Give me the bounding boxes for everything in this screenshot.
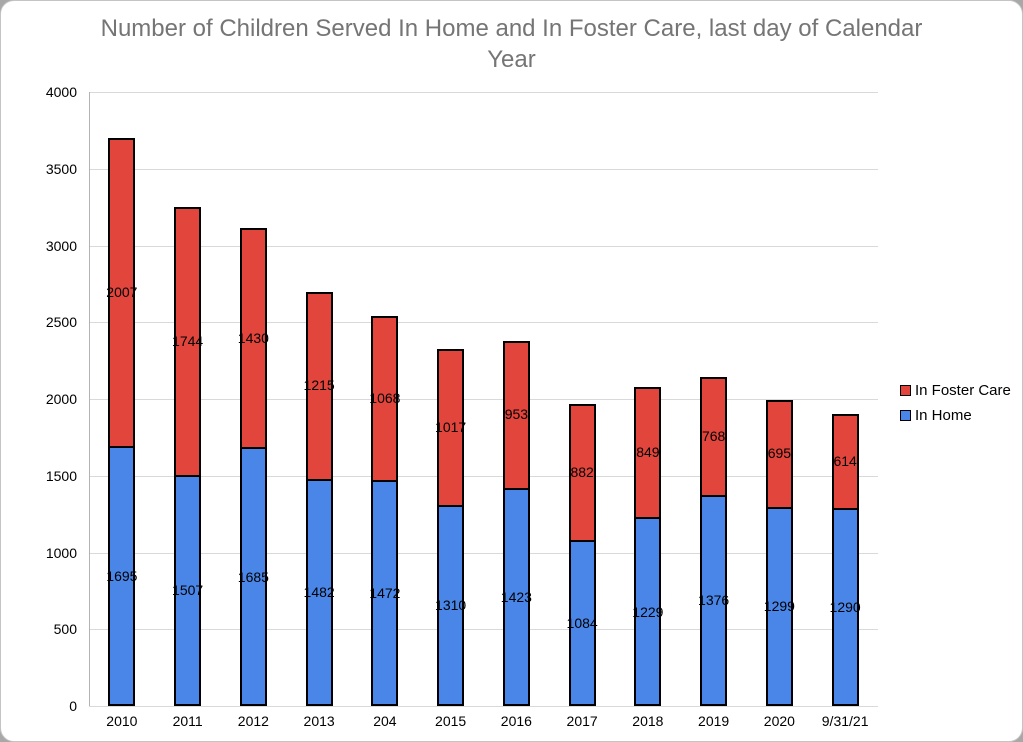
x-tick-label: 2019 — [698, 713, 730, 729]
bar-value-label-in-foster-care: 1430 — [237, 329, 269, 346]
bar-segment-in-foster-care — [371, 316, 399, 481]
x-tick-label: 2012 — [237, 713, 269, 729]
bar-value-label-in-home: 1423 — [500, 588, 532, 605]
y-tick-label: 1000 — [45, 544, 77, 561]
gridline — [89, 92, 878, 93]
bar-segment-in-foster-care — [174, 206, 202, 475]
bar-segment-in-home — [239, 447, 267, 706]
bar-segment-in-home — [568, 539, 596, 706]
y-tick-label: 1500 — [45, 467, 77, 484]
gridline — [89, 475, 878, 477]
gridline — [89, 629, 878, 631]
legend-swatch-in-home-icon — [900, 409, 911, 421]
x-tick-label: 2017 — [566, 713, 598, 729]
bar-segment-in-home — [174, 474, 202, 706]
bar-value-label-in-home: 1472 — [369, 585, 401, 602]
y-tick-label: 500 — [53, 621, 77, 638]
x-tick-label: 2020 — [763, 713, 795, 729]
bar-value-label-in-home: 1310 — [435, 597, 467, 614]
y-tick-label: 2000 — [45, 391, 77, 407]
x-tick-label: 2010 — [106, 713, 138, 729]
bar-value-label-in-foster-care: 614 — [833, 452, 857, 469]
bar-segment-in-foster-care — [239, 227, 267, 448]
bar-value-label-in-foster-care: 695 — [767, 445, 792, 462]
gridline — [89, 245, 878, 247]
bar-segment-in-foster-care — [108, 137, 136, 446]
bar-segment-in-home — [305, 478, 333, 706]
bar-segment-in-foster-care — [831, 413, 859, 508]
bar-segment-in-home — [371, 480, 399, 706]
legend-label-in-foster-care: In Foster Care — [915, 381, 1011, 399]
bar-segment-in-home — [634, 517, 662, 706]
legend-item-in-home: In Home — [900, 404, 1011, 426]
y-tick-label: 4000 — [45, 84, 77, 100]
legend-swatch-in-foster-care-icon — [900, 384, 911, 396]
y-tick-label: 2500 — [45, 314, 77, 331]
chart-title-text: Number of Children Served In Home and In… — [100, 15, 923, 73]
bar-segment-in-home — [108, 445, 136, 706]
bar-value-label-in-foster-care: 1017 — [435, 418, 467, 435]
bar-value-label-in-home: 1695 — [106, 567, 138, 584]
bar-value-label-in-home: 1229 — [632, 603, 664, 620]
bar-segment-in-home — [831, 507, 859, 706]
bar-value-label-in-foster-care: 1215 — [303, 377, 335, 394]
x-tick-label: 2015 — [435, 713, 467, 729]
gridline — [89, 322, 878, 324]
bar-segment-in-foster-care — [634, 387, 662, 518]
bar-segment-in-home — [700, 494, 728, 706]
bar-value-label-in-foster-care: 953 — [504, 406, 529, 423]
bar-segment-in-foster-care — [765, 399, 793, 507]
bar-segment-in-foster-care — [437, 348, 465, 505]
gridline — [89, 399, 878, 400]
bar-segment-in-home — [765, 506, 793, 706]
bar-value-label-in-home: 1299 — [763, 598, 795, 615]
bar-segment-in-foster-care — [305, 292, 333, 479]
bar-value-label-in-home: 1685 — [237, 568, 269, 585]
bar-value-label-in-home: 1376 — [698, 592, 730, 609]
y-axis-line — [89, 92, 90, 706]
x-tick-label: 2011 — [172, 713, 203, 729]
bar-segment-in-home — [502, 487, 530, 706]
x-tick-label: 204 — [373, 713, 397, 729]
gridline — [89, 552, 878, 554]
bar-value-label-in-foster-care: 882 — [570, 463, 594, 480]
bar-segment-in-foster-care — [700, 376, 728, 495]
bar-segment-in-home — [437, 504, 465, 706]
bar-value-label-in-foster-care: 849 — [636, 444, 660, 461]
legend: In Foster Care In Home — [900, 379, 1011, 429]
x-tick-label: 9/31/21 — [821, 713, 869, 729]
chart-title: Number of Children Served In Home and In… — [1, 13, 1022, 75]
legend-item-in-foster-care: In Foster Care — [900, 379, 1011, 401]
bar-value-label-in-home: 1507 — [172, 582, 204, 599]
bar-value-label-in-home: 1084 — [566, 614, 598, 631]
bar-segment-in-foster-care — [502, 341, 530, 488]
bar-value-label-in-foster-care: 1744 — [172, 332, 204, 349]
bar-value-label-in-foster-care: 1068 — [369, 390, 401, 407]
bar-value-label-in-foster-care: 2007 — [106, 283, 138, 300]
bar-value-label-in-foster-care: 768 — [701, 427, 726, 444]
y-tick-label: 3000 — [45, 237, 77, 254]
gridline — [89, 168, 878, 170]
legend-label-in-home: In Home — [915, 406, 972, 424]
gridline — [89, 706, 878, 707]
x-tick-label: 2016 — [500, 713, 532, 729]
x-tick-label: 2013 — [303, 713, 335, 729]
bar-value-label-in-home: 1482 — [303, 584, 335, 601]
x-tick-label: 2018 — [632, 713, 664, 729]
bar-value-label-in-home: 1290 — [829, 598, 861, 615]
bar-segment-in-foster-care — [568, 404, 596, 540]
y-tick-label: 0 — [69, 698, 77, 714]
y-tick-label: 3500 — [45, 160, 77, 177]
